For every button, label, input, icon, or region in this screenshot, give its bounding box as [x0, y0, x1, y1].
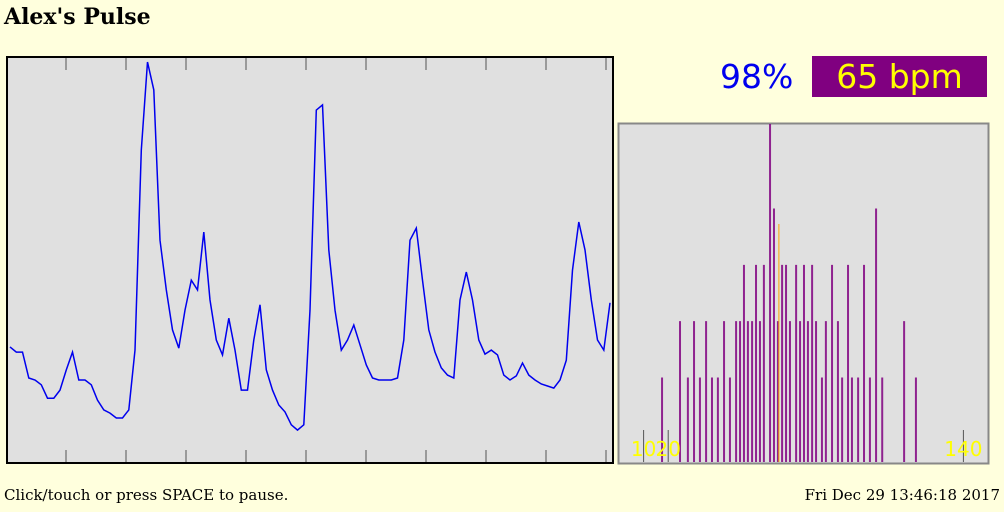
charts: 10 20 140: [6, 56, 990, 465]
timestamp: Fri Dec 29 13:46:18 2017: [804, 486, 1000, 504]
page-title: Alex's Pulse: [4, 4, 151, 30]
x-tick-label: 20: [655, 437, 680, 461]
x-tick-label: 10: [631, 437, 656, 461]
spo2-readout: 98%: [720, 57, 794, 96]
pause-hint[interactable]: Click/touch or press SPACE to pause.: [4, 486, 289, 504]
x-tick-label: 140: [944, 437, 982, 461]
pulse-line: [9, 61, 611, 432]
bpm-readout: 65 bpm: [812, 56, 987, 97]
waveform-frame: [6, 56, 614, 464]
